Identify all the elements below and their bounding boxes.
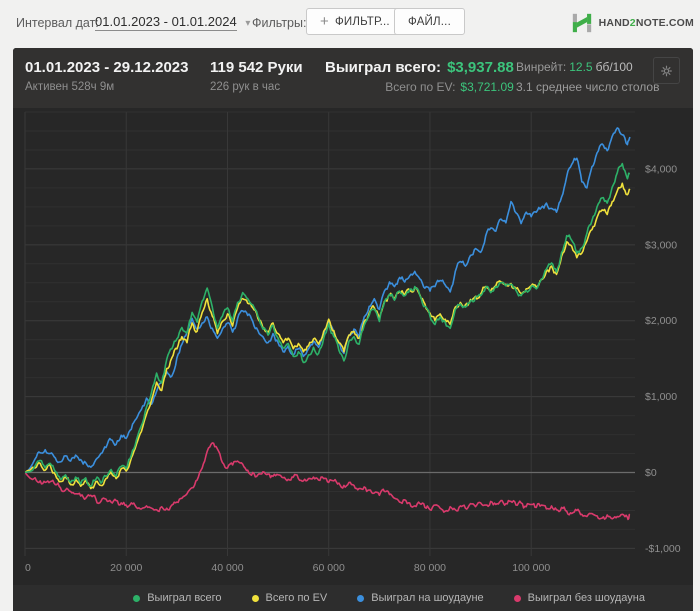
x-axis-tick: 40 000 (211, 562, 243, 574)
gear-icon (661, 65, 672, 76)
y-axis-tick: $3,000 (645, 239, 677, 251)
stats-won-label: Выиграл всего: (325, 59, 442, 76)
series-line-1 (25, 182, 631, 490)
settings-button[interactable] (653, 57, 680, 84)
add-filter-button[interactable]: + ФИЛЬТР... (306, 8, 404, 35)
hand2note-brand-text: HAND2NOTE.COM (598, 17, 694, 29)
legend-item-2[interactable]: Выиграл на шоудауне (357, 592, 484, 604)
stats-winrate-label: Винрейт: (516, 60, 567, 74)
stats-hands-per-hour: 226 рук в час (210, 81, 281, 93)
hand2note-logo-icon (572, 13, 591, 33)
plus-icon: + (320, 13, 329, 30)
y-axis-tick: $0 (645, 467, 657, 479)
stats-won-value: $3,937.88 (447, 59, 514, 76)
stats-ev-value: $3,721.09 (460, 80, 514, 94)
hand2note-brand: HAND2NOTE.COM (571, 12, 694, 34)
stats-date-block: 01.01.2023 - 29.12.2023 Активен 528ч 9м (25, 59, 188, 93)
stats-hands-block: 119 542 Руки 226 рук в час (210, 59, 303, 93)
legend-label: Выиграл всего (147, 592, 222, 604)
y-axis-tick: $4,000 (645, 163, 677, 175)
x-axis-tick: 20 000 (110, 562, 142, 574)
legend-dot (133, 594, 141, 602)
top-toolbar: Интервал дат: 01.01.2023 - 01.01.2024 ▾ … (0, 0, 700, 48)
legend-label: Выиграл на шоудауне (371, 592, 484, 604)
legend-dot (513, 594, 521, 602)
stats-avg-tables: 3.1 среднее число столов (516, 80, 660, 94)
series-line-3 (25, 442, 631, 521)
stats-winrate-value: 12.5 (569, 60, 593, 74)
date-interval-dropdown[interactable]: 01.01.2023 - 01.01.2024 ▾ (95, 14, 251, 31)
y-axis-tick: -$1,000 (645, 543, 681, 555)
stats-winrate-block: Винрейт: 12.5 бб/100 3.1 среднее число сто… (516, 60, 659, 94)
stats-active-time: Активен 528ч 9м (25, 81, 115, 93)
stats-hands-count: 119 542 Руки (210, 59, 303, 76)
date-interval-value[interactable]: 01.01.2023 - 01.01.2024 (95, 14, 237, 31)
results-panel: 01.01.2023 - 29.12.2023 Активен 528ч 9м … (13, 48, 693, 611)
date-interval-label: Интервал дат: (16, 16, 99, 30)
stats-winrate-units: бб/100 (595, 60, 633, 74)
stats-won-total: Выиграл всего: $3,937.88 (325, 59, 514, 76)
add-filter-button-label: ФИЛЬТР... (334, 15, 390, 28)
x-axis-tick: 80 000 (414, 562, 446, 574)
chevron-down-icon: ▾ (245, 18, 251, 29)
chart-legend: Выиграл всего Всего по EV Выиграл на шоуда… (13, 585, 693, 611)
legend-item-0[interactable]: Выиграл всего (133, 592, 222, 604)
stats-winrate: Винрейт: 12.5 бб/100 (516, 60, 659, 74)
series-line-2 (25, 127, 631, 474)
profit-graph: $4,000 $3,000 $2,000 $1,000 $0 -$1,000 0 20 000… (24, 111, 681, 574)
file-button-label: ФАЙЛ... (408, 15, 451, 28)
stats-date-range: 01.01.2023 - 29.12.2023 (25, 59, 189, 76)
y-axis-tick: $1,000 (645, 391, 677, 403)
x-axis-tick: 100 000 (512, 562, 550, 574)
stats-ev-label: Всего по EV: (385, 80, 456, 94)
filters-label: Фильтры: (252, 16, 307, 30)
legend-dot (251, 594, 259, 602)
stats-header: 01.01.2023 - 29.12.2023 Активен 528ч 9м … (13, 48, 693, 108)
legend-dot (357, 594, 365, 602)
stats-winnings-block: Выиграл всего: $3,937.88 Всего по EV: $3,7… (325, 59, 514, 94)
legend-label: Всего по EV (265, 592, 328, 604)
legend-label: Выиграл без шоудауна (527, 592, 645, 604)
legend-item-1[interactable]: Всего по EV (251, 592, 328, 604)
x-axis-tick: 60 000 (313, 562, 345, 574)
series-line-0 (25, 162, 631, 487)
file-button[interactable]: ФАЙЛ... (394, 8, 465, 35)
x-axis-tick: 0 (25, 562, 31, 574)
y-axis-tick: $2,000 (645, 315, 677, 327)
chart-region: $4,000 $3,000 $2,000 $1,000 $0 -$1,000 0 20 000… (13, 108, 693, 610)
legend-item-3[interactable]: Выиграл без шоудауна (513, 592, 645, 604)
stats-ev-total: Всего по EV: $3,721.09 (385, 80, 514, 94)
